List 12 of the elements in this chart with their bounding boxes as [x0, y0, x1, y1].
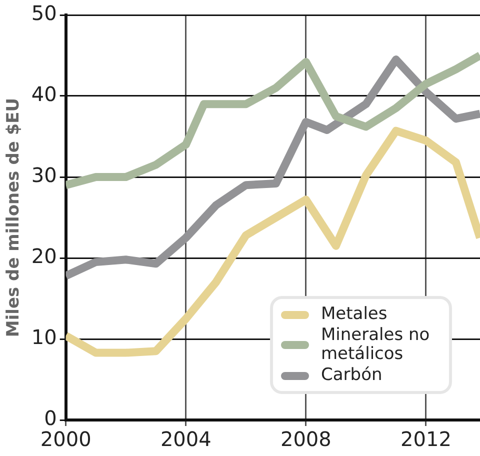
x-tick-label: 2004: [160, 427, 212, 452]
y-tick-label: 20: [31, 244, 57, 268]
x-tick-label: 2008: [280, 427, 332, 452]
legend-label: Minerales no metálicos: [321, 325, 431, 364]
y-tick-label: 40: [31, 82, 57, 106]
y-tick-label: 50: [31, 1, 57, 26]
y-tick-label: 10: [31, 325, 57, 350]
legend-label: Carbón: [321, 365, 382, 385]
x-tick-label: 2012: [400, 427, 452, 452]
y-tick-label: 30: [31, 163, 57, 188]
legend-label: Metales: [321, 304, 388, 324]
y-axis-title: Miles de millones de $EU: [4, 98, 24, 338]
